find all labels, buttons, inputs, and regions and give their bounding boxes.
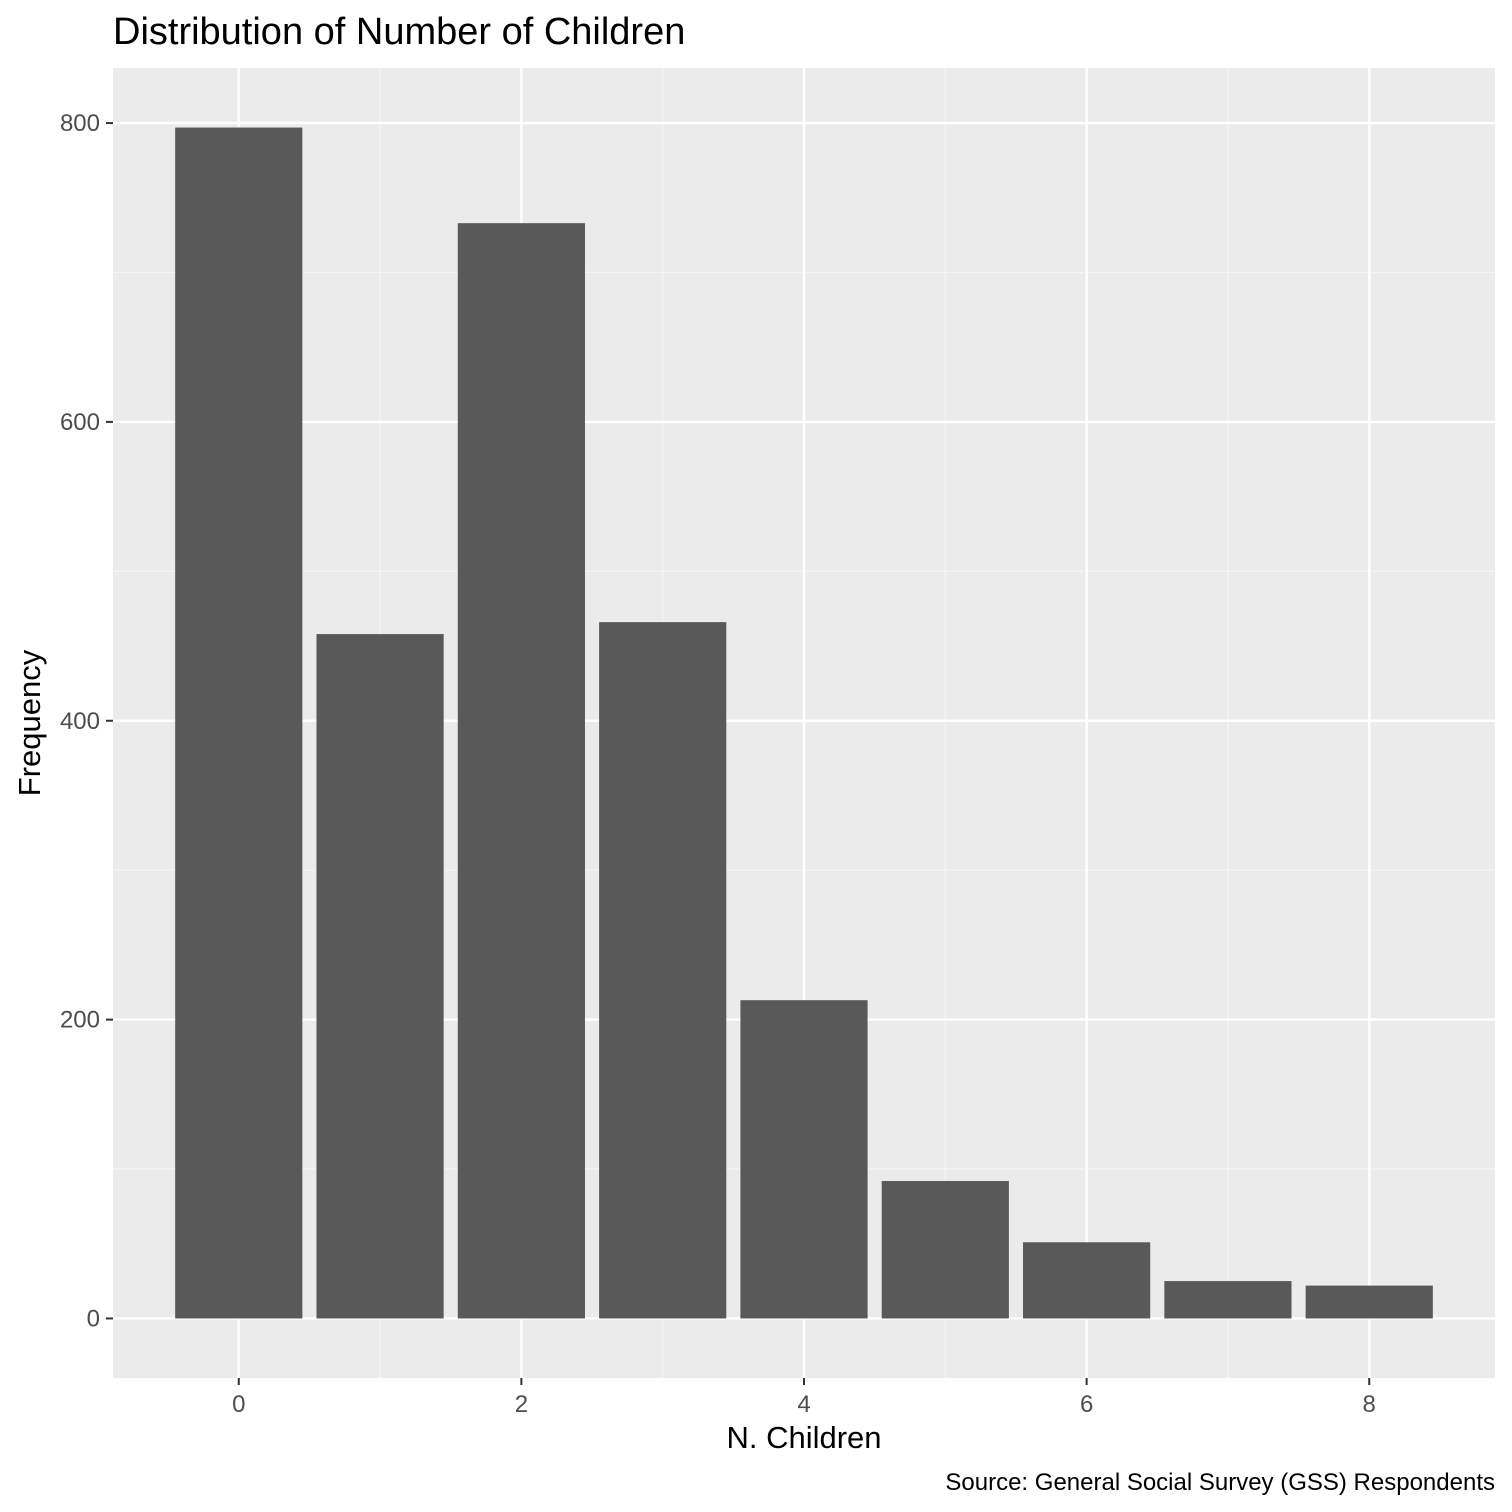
y-tick-label: 600 [60, 409, 100, 436]
x-tick-label: 4 [797, 1391, 810, 1418]
y-axis-title: Frequency [12, 649, 47, 796]
bars [175, 127, 1433, 1319]
x-tick-label: 2 [515, 1391, 528, 1418]
x-axis-ticks: 0 2 4 6 8 [232, 1378, 1376, 1418]
bar-1 [316, 634, 444, 1319]
y-tick-label: 400 [60, 708, 100, 735]
y-tick-label: 0 [87, 1305, 100, 1332]
source-caption: Source: General Social Survey (GSS) Resp… [945, 1469, 1495, 1496]
bar-6 [1023, 1242, 1151, 1319]
x-tick-label: 8 [1363, 1391, 1376, 1418]
bar-7 [1164, 1281, 1292, 1319]
y-tick-label: 800 [60, 110, 100, 137]
bar-0 [175, 127, 303, 1319]
y-tick-label: 200 [60, 1007, 100, 1034]
x-tick-label: 6 [1080, 1391, 1093, 1418]
bar-2 [457, 223, 585, 1319]
y-axis-ticks: 0 200 400 600 800 [60, 110, 113, 1332]
chart-title: Distribution of Number of Children [113, 11, 685, 53]
bar-8 [1305, 1285, 1433, 1319]
x-tick-label: 0 [232, 1391, 245, 1418]
bar-3 [599, 622, 727, 1319]
bar-5 [881, 1180, 1009, 1319]
x-axis-title: N. Children [726, 1420, 881, 1455]
bar-4 [740, 1000, 868, 1319]
